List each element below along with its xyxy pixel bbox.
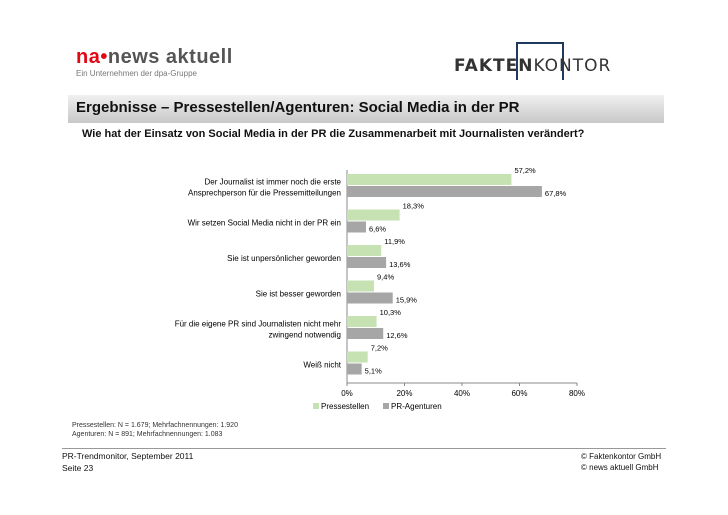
- bar-pr-agenturen: [347, 221, 366, 233]
- footer-copyright-faktenkontor: © Faktenkontor GmbH: [581, 452, 662, 461]
- data-label: 67,8%: [545, 189, 567, 198]
- data-label: 7,2%: [371, 344, 388, 353]
- data-label: 18,3%: [403, 202, 425, 211]
- data-label: 10,3%: [380, 308, 402, 317]
- bar-pressestellen: [347, 316, 377, 327]
- category-label: Weiß nicht: [303, 361, 341, 370]
- faktenkontor-logo-mark: [516, 42, 564, 80]
- title-bar: [68, 95, 664, 123]
- footer-divider: [62, 448, 666, 449]
- data-label: 9,4%: [377, 273, 394, 282]
- logo-na-text: na: [76, 46, 101, 68]
- footer-copyright-newsaktuell: © news aktuell GmbH: [581, 463, 659, 472]
- legend-swatch-pressestellen: [313, 403, 319, 409]
- footer-page-number: Seite 23: [62, 463, 94, 473]
- category-label: Für die eigene PR sind Journalisten nich…: [175, 320, 342, 329]
- logo-news-aktuell-text: news aktuell: [107, 46, 233, 68]
- category-label: Sie ist unpersönlicher geworden: [227, 254, 341, 263]
- legend-label: PR-Agenturen: [391, 402, 442, 411]
- legend-label: Pressestellen: [321, 402, 369, 411]
- bar-pr-agenturen: [347, 292, 393, 304]
- bar-pressestellen: [347, 245, 382, 256]
- bar-pr-agenturen: [347, 186, 542, 197]
- faktenkontor-logo: FAKTENKONTOR: [454, 42, 672, 80]
- x-tick-label: 40%: [454, 389, 470, 398]
- x-tick-label: 60%: [511, 389, 527, 398]
- logo-kontor-text: KONTOR: [533, 56, 612, 76]
- question-subtitle: Wie hat der Einsatz von Social Media in …: [82, 128, 585, 140]
- data-label: 57,2%: [514, 166, 536, 175]
- data-label: 5,1%: [365, 367, 382, 376]
- sample-note-agenturen: Agenturen: N = 891; Mehrfachnennungen: 1…: [72, 431, 223, 438]
- bar-pr-agenturen: [347, 257, 387, 268]
- bar-pressestellen: [347, 209, 400, 221]
- logo-tagline: Ein Unternehmen der dpa-Gruppe: [76, 69, 197, 78]
- bar-pr-agenturen: [347, 363, 362, 375]
- x-tick-label: 80%: [569, 389, 585, 398]
- x-tick-label: 0%: [341, 389, 353, 398]
- data-label: 13,6%: [389, 260, 411, 269]
- bar-pr-agenturen: [347, 328, 384, 339]
- bar-pressestellen: [347, 174, 512, 185]
- category-label: zwingend notwendig: [269, 331, 342, 340]
- category-label: Ansprechperson für die Pressemitteilunge…: [188, 189, 341, 198]
- category-label: Der Journalist ist immer noch die erste: [205, 178, 342, 187]
- data-label: 11,9%: [384, 237, 405, 246]
- sample-note-pressestellen: Pressestellen: N = 1.679; Mehrfachnennun…: [72, 422, 238, 429]
- page-title: Ergebnisse – Pressestellen/Agenturen: So…: [76, 99, 520, 116]
- logo-fakten-text: FAKTEN: [454, 56, 534, 76]
- data-label: 6,6%: [369, 225, 386, 234]
- category-label: Sie ist besser geworden: [256, 290, 341, 299]
- footer-source: PR-Trendmonitor, September 2011: [62, 451, 194, 461]
- legend-swatch-pr-agenturen: [383, 403, 389, 409]
- category-label: Wir setzen Social Media nicht in der PR …: [188, 219, 341, 228]
- data-label: 15,9%: [396, 296, 418, 305]
- x-tick-label: 20%: [396, 389, 412, 398]
- bar-pressestellen: [347, 280, 375, 292]
- data-label: 12,6%: [386, 331, 408, 340]
- bar-pressestellen: [347, 351, 368, 363]
- news-aktuell-logo: na•news aktuell Ein Unternehmen der dpa-…: [76, 46, 233, 78]
